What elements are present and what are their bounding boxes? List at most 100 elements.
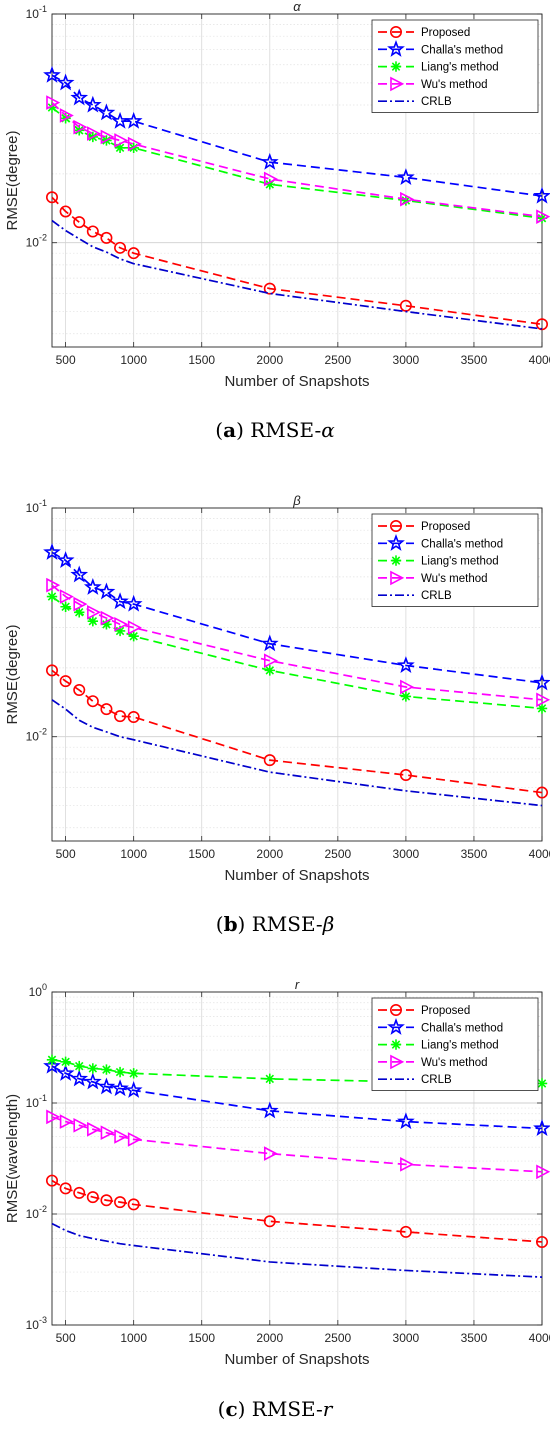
data-point xyxy=(45,191,58,204)
y-tick-label: 10-2 xyxy=(26,727,47,744)
data-point xyxy=(74,607,85,618)
y-tick-exponent: -2 xyxy=(39,233,47,243)
data-point xyxy=(46,1054,58,1065)
data-point xyxy=(83,1072,102,1090)
y-tick-base: 10 xyxy=(26,1318,40,1332)
x-tick-label: 1000 xyxy=(120,353,147,367)
y-tick-label: 10-2 xyxy=(26,1204,47,1221)
chart-title: β xyxy=(292,493,301,508)
chart-panel-1: 500100015002000250030003500400010-210-1α… xyxy=(4,0,550,442)
axes-box xyxy=(51,13,543,348)
series-line xyxy=(51,1116,543,1173)
x-axis-label: Number of Snapshots xyxy=(224,867,369,884)
x-tick-label: 1500 xyxy=(188,353,215,367)
caption-paren-open: ( xyxy=(215,418,223,442)
data-point xyxy=(124,111,143,129)
data-point xyxy=(114,1129,129,1144)
x-tick-label: 500 xyxy=(56,1331,76,1345)
data-point xyxy=(70,88,89,106)
data-point xyxy=(114,1066,126,1078)
data-point xyxy=(70,1069,89,1087)
x-tick-label: 1000 xyxy=(120,847,147,861)
y-tick-exponent: -2 xyxy=(39,727,47,737)
data-point xyxy=(100,1125,115,1141)
x-tick-label: 4000 xyxy=(529,847,550,861)
data-point xyxy=(536,692,550,708)
data-point xyxy=(260,1101,279,1119)
data-point xyxy=(100,610,115,626)
legend-label: Proposed xyxy=(421,1005,470,1017)
legend-label: Challa's method xyxy=(421,44,503,56)
data-point xyxy=(397,1112,415,1130)
caption-label: c xyxy=(225,1397,237,1421)
figure-caption: (a) RMSE-α xyxy=(215,418,335,442)
series-crlb xyxy=(51,699,543,807)
data-point xyxy=(127,620,142,635)
data-point xyxy=(43,1056,61,1074)
data-point xyxy=(263,754,276,767)
data-point xyxy=(87,1121,102,1137)
data-point xyxy=(263,653,279,669)
data-point xyxy=(114,710,127,723)
legend-label: CRLB xyxy=(421,96,452,108)
x-tick-label: 3000 xyxy=(393,1331,420,1345)
series-line xyxy=(51,669,543,794)
figure-caption: (c) RMSE-r xyxy=(218,1397,334,1421)
data-point xyxy=(400,195,412,206)
series-line xyxy=(51,106,543,220)
legend-swatch-marker xyxy=(387,533,405,551)
series-line xyxy=(51,584,543,701)
data-point xyxy=(111,111,129,129)
data-point xyxy=(73,596,88,612)
x-tick-label: 1500 xyxy=(188,847,215,861)
y-axis-label: RMSE(wavelength) xyxy=(4,1094,21,1223)
y-tick-label: 10-3 xyxy=(26,1315,47,1332)
data-point xyxy=(46,102,58,113)
data-point xyxy=(97,103,116,121)
y-tick-base: 10 xyxy=(26,1207,40,1221)
caption-label: b xyxy=(224,912,238,936)
data-point xyxy=(87,126,102,141)
series-line xyxy=(51,101,543,218)
data-point xyxy=(128,631,139,642)
caption-text: RMSE- xyxy=(245,912,322,936)
data-point xyxy=(83,577,102,595)
series-crlb xyxy=(51,1222,543,1278)
x-tick-label: 500 xyxy=(56,847,76,861)
x-tick-label: 4000 xyxy=(529,353,550,367)
data-point xyxy=(86,225,99,238)
legend: Proposed Challa's method Liang's method Wu'… xyxy=(371,997,539,1091)
legend-label: Challa's method xyxy=(421,1022,503,1034)
legend-swatch-marker xyxy=(390,570,405,586)
caption-paren-open: ( xyxy=(216,912,224,936)
data-point xyxy=(56,551,75,568)
data-point xyxy=(127,710,140,723)
legend-label: CRLB xyxy=(421,590,452,602)
figure-caption: (b) RMSE-β xyxy=(216,912,335,936)
legend-swatch-marker xyxy=(390,1039,402,1050)
series-challa-s-method xyxy=(43,65,550,204)
y-tick-base: 10 xyxy=(26,7,40,21)
legend-label: Liang's method xyxy=(421,62,499,74)
y-tick-exponent: -1 xyxy=(39,4,47,14)
y-tick-exponent: -1 xyxy=(39,1093,47,1103)
data-point xyxy=(45,1174,58,1187)
data-point xyxy=(127,247,140,260)
series-crlb xyxy=(51,219,543,330)
data-point xyxy=(114,1196,127,1209)
series-line xyxy=(51,699,543,807)
y-tick-exponent: -1 xyxy=(39,498,47,508)
y-tick-base: 10 xyxy=(26,501,40,515)
caption-text: RMSE- xyxy=(245,1397,322,1421)
data-point xyxy=(400,191,415,207)
caption-symbol: r xyxy=(323,1397,334,1421)
legend-label: CRLB xyxy=(421,1074,452,1086)
data-point xyxy=(83,95,102,113)
series-line xyxy=(51,551,543,684)
y-axis-label: RMSE(degree) xyxy=(4,130,21,230)
x-tick-label: 1000 xyxy=(120,1331,147,1345)
data-point xyxy=(124,1081,143,1098)
data-point xyxy=(100,1194,113,1207)
x-tick-label: 2000 xyxy=(256,353,283,367)
data-point xyxy=(264,665,275,676)
